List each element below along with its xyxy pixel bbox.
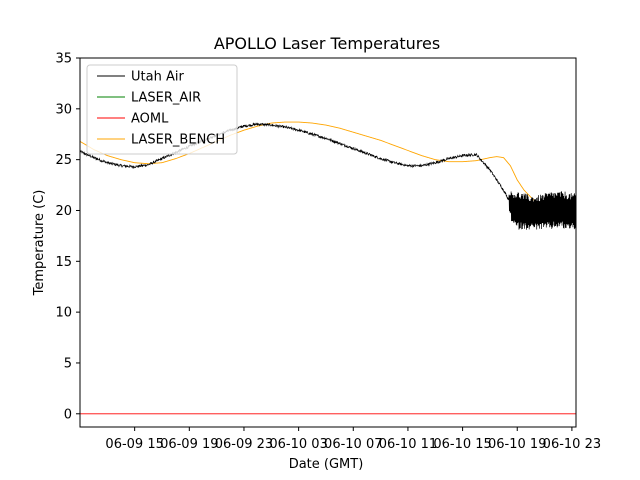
legend: Utah Air LASER_AIR AOML LASER_BENCH <box>86 64 238 155</box>
x-tick-label: 06-10 11 <box>379 437 437 452</box>
series-line-utah-air <box>80 122 576 230</box>
x-tick-label: 06-10 03 <box>269 437 327 452</box>
y-tick-label: 5 <box>64 356 72 371</box>
legend-label-laser-air: LASER_AIR <box>131 91 201 106</box>
x-tick-label: 06-09 19 <box>160 437 218 452</box>
y-tick-label: 0 <box>64 407 72 422</box>
y-tick-label: 35 <box>55 52 72 67</box>
series-layer <box>80 121 576 415</box>
y-tick-label: 15 <box>55 255 72 270</box>
y-tick-label: 20 <box>55 204 72 219</box>
y-tick-label: 25 <box>55 153 72 168</box>
legend-box <box>86 64 238 155</box>
legend-label-utah-air: Utah Air <box>131 70 184 85</box>
y-axis-label: Temperature (C) <box>32 190 47 297</box>
y-tick-label: 30 <box>55 102 72 117</box>
x-tick-label: 06-09 23 <box>215 437 273 452</box>
x-tick-label: 06-10 19 <box>488 437 546 452</box>
legend-label-laser-bench: LASER_BENCH <box>131 133 225 148</box>
plot-frame <box>79 57 577 428</box>
chart-title: APOLLO Laser Temperatures <box>214 34 440 53</box>
x-axis-label: Date (GMT) <box>289 457 364 472</box>
y-tick-label: 10 <box>55 306 72 321</box>
x-tick-label: 06-09 15 <box>105 437 163 452</box>
x-tick-label: 06-10 15 <box>433 437 491 452</box>
x-tick-label: 06-10 23 <box>543 437 601 452</box>
legend-label-aoml: AOML <box>131 112 169 127</box>
series-line-laser-bench <box>80 121 576 222</box>
y-axis: 0 5 10 15 20 25 30 35 <box>55 52 80 422</box>
x-tick-label: 06-10 07 <box>324 437 382 452</box>
